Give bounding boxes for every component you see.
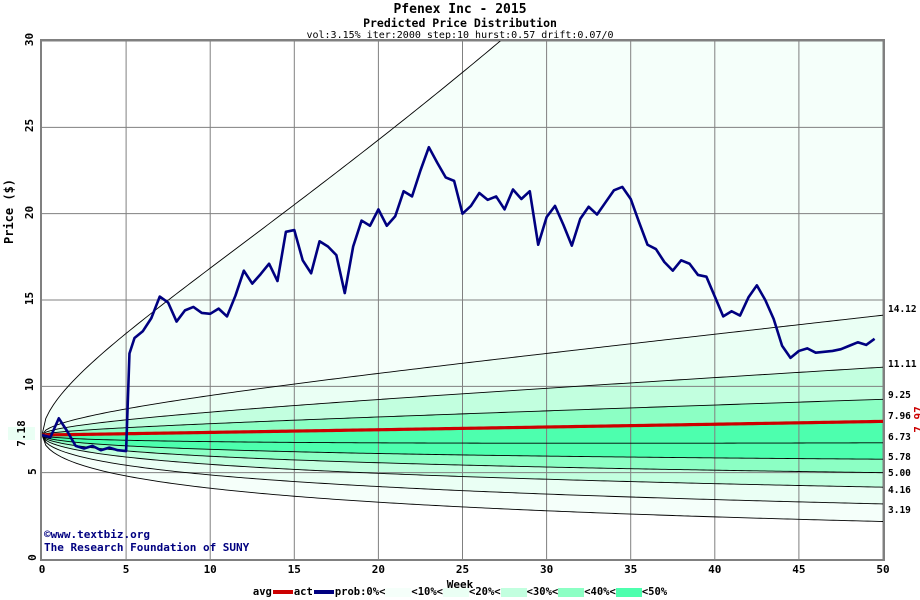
legend-band-entries: <10%< <20%< <30%< <40%< <50%	[385, 586, 667, 598]
x-tick-label: 0	[38, 563, 46, 576]
legend-swatch	[385, 587, 412, 597]
x-tick-label: 25	[455, 563, 470, 576]
x-tick-label: 5	[122, 563, 130, 576]
average-end-label: 7.97	[905, 407, 920, 434]
average-end-value: 7.97	[911, 406, 920, 434]
watermark-line-2: The Research Foundation of SUNY	[44, 541, 250, 554]
chart-subtitle: Predicted Price Distribution	[363, 16, 557, 30]
plot-area	[40, 39, 885, 561]
chart-parameters: vol:3.15% iter:2000 step:10 hurst:0.57 d…	[306, 30, 614, 41]
legend-entry-label: <30%<	[526, 586, 559, 598]
start-price-value: 7.18	[14, 420, 28, 447]
y-tick-value: 15	[22, 291, 36, 306]
y-tick-value: 30	[22, 32, 36, 47]
envelope-lower	[42, 434, 883, 522]
y-tick-label: 15	[6, 292, 36, 305]
right-quantile-label: 4.16	[888, 485, 911, 496]
legend-swatch	[443, 587, 469, 597]
x-tick-label: 35	[624, 563, 638, 576]
right-quantile-label: 6.73	[888, 432, 911, 443]
y-tick-value: 0	[26, 554, 40, 561]
legend-act-label: act	[293, 586, 313, 598]
legend-entry-label: <20%<	[469, 586, 501, 598]
y-tick-value: 25	[22, 119, 36, 133]
y-tick-label: 25	[6, 119, 36, 132]
right-quantile-label: 9.25	[888, 390, 911, 401]
y-tick-label: 20	[6, 206, 36, 219]
legend-prob-label: prob:0%<	[334, 586, 386, 598]
quantile-boundary-4	[42, 434, 883, 444]
legend-act-swatch	[313, 590, 334, 594]
x-tick-label: 50	[876, 563, 890, 576]
legend-swatch	[558, 587, 585, 597]
y-tick-label: 30	[6, 33, 36, 46]
chart-legend: avg act prob:0%< <10%< <20%< <30%< <40%< <50…	[0, 586, 920, 598]
legend-entry-label: <50%	[641, 586, 668, 598]
watermark-line-1: ©www.textbiz.org	[44, 528, 150, 541]
legend-swatch	[500, 587, 527, 597]
right-quantile-label: 5.00	[888, 468, 911, 479]
legend-avg-swatch	[272, 590, 293, 594]
plot-inner	[42, 41, 883, 559]
watermark: ©www.textbiz.org The Research Foundation…	[44, 528, 249, 554]
quantile-boundary-7	[42, 434, 883, 488]
legend-swatch	[615, 587, 642, 597]
page-title: Pfenex Inc - 2015	[393, 2, 527, 17]
envelope-upper	[42, 41, 501, 436]
quantile-boundary-5	[42, 434, 883, 460]
right-quantile-label: 14.12	[888, 304, 917, 315]
right-quantile-label: 3.19	[888, 505, 911, 516]
x-tick-label: 45	[792, 563, 806, 576]
x-tick-label: 30	[539, 563, 554, 576]
legend-avg-label: avg	[252, 586, 272, 598]
right-quantile-label: 5.78	[888, 452, 911, 463]
quantile-boundary-0	[42, 314, 883, 436]
title-block: Pfenex Inc - 2015 Predicted Price Distri…	[0, 0, 920, 42]
chart-canvas	[42, 41, 883, 559]
x-tick-label: 10	[203, 563, 217, 576]
y-tick-label: 10	[6, 378, 36, 391]
y-tick-value: 20	[22, 205, 36, 219]
series-act-line	[42, 145, 876, 453]
y-tick-value: 10	[22, 378, 36, 392]
quantile-boundary-8	[42, 434, 883, 505]
quantile-boundary-6	[42, 434, 883, 474]
right-quantile-label: 11.11	[888, 359, 917, 370]
quantile-boundary-2	[42, 398, 883, 436]
quantile-boundary-1	[42, 366, 883, 436]
legend-entry-label: <10%<	[411, 586, 443, 598]
series-avg-line	[42, 419, 883, 437]
x-tick-label: 40	[708, 563, 722, 576]
y-tick-label: 5	[6, 465, 40, 478]
start-price-label: 7.18	[8, 420, 35, 447]
right-quantile-label: 7.96	[888, 411, 911, 422]
x-tick-label: 15	[287, 563, 301, 576]
legend-entry-label: <40%<	[584, 586, 616, 598]
x-tick-label: 20	[371, 563, 386, 576]
y-tick-value: 5	[26, 467, 40, 475]
